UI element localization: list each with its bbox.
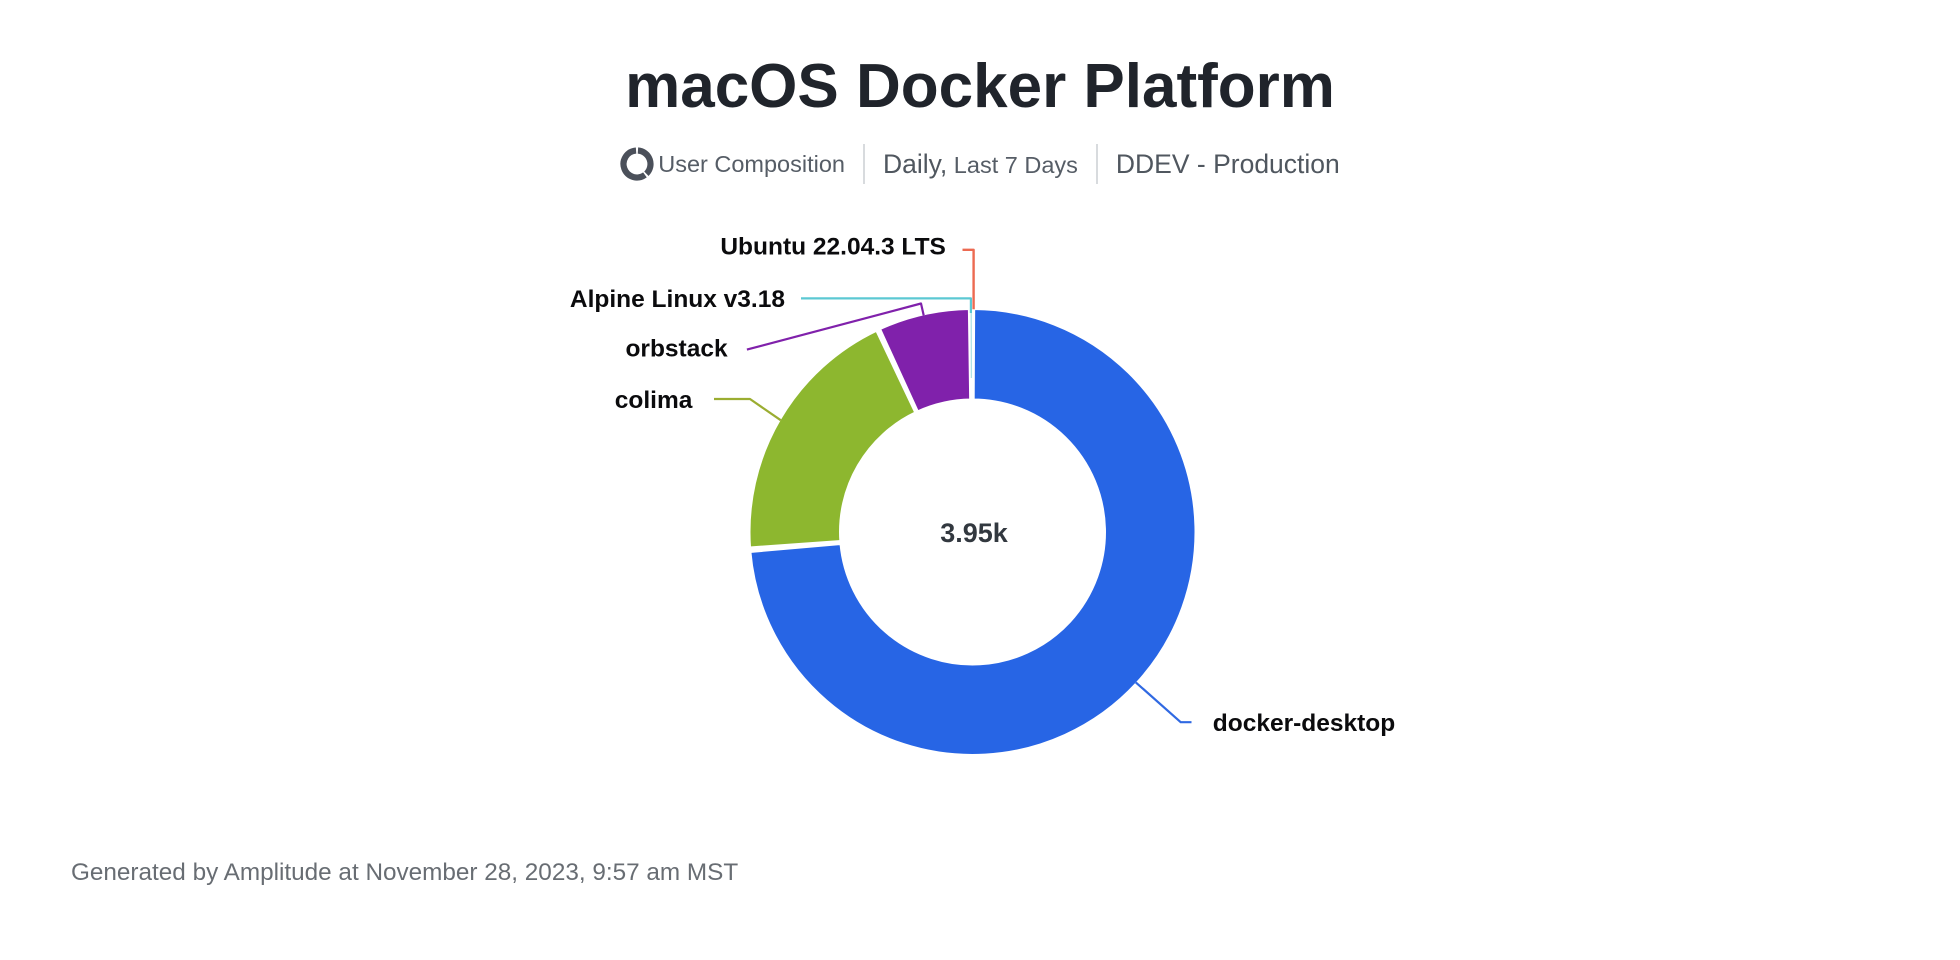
svg-text:colima: colima (615, 387, 693, 414)
svg-text:Ubuntu 22.04.3 LTS: Ubuntu 22.04.3 LTS (720, 233, 946, 260)
svg-text:orbstack: orbstack (625, 335, 728, 362)
svg-text:docker-desktop: docker-desktop (1213, 710, 1395, 737)
svg-text:Alpine Linux v3.18: Alpine Linux v3.18 (570, 286, 785, 313)
svg-text:3.95k: 3.95k (940, 518, 1009, 548)
